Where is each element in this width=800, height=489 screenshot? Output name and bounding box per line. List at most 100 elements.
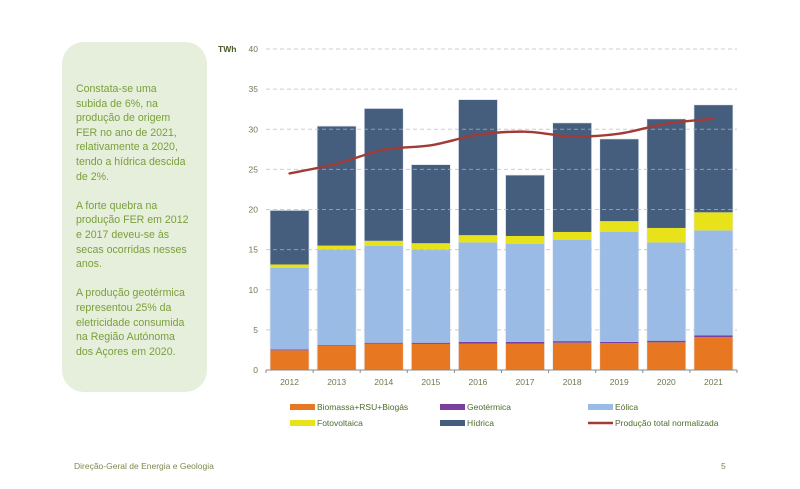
y-tick-label: 5 xyxy=(253,325,258,335)
bar-segment-geot-rmica-2012 xyxy=(270,349,310,351)
bar-segment-biomassa-rsu-biog-s-2016 xyxy=(458,343,498,370)
bar-segment-e-lica-2017 xyxy=(505,244,545,342)
legend-label: Eólica xyxy=(615,402,638,412)
page-number: 5 xyxy=(721,461,726,471)
bar-stack-2019 xyxy=(599,138,640,371)
bar-segment-e-lica-2015 xyxy=(411,250,451,343)
y-tick-label: 30 xyxy=(249,124,259,134)
x-tick-label: 2017 xyxy=(516,377,535,387)
legend-label: Hídrica xyxy=(467,418,494,428)
legend-swatch xyxy=(588,404,613,410)
bar-segment-geot-rmica-2013 xyxy=(317,345,357,346)
bar-segment-fotovoltaica-2021 xyxy=(693,212,733,231)
y-tick-label: 40 xyxy=(249,44,259,54)
bar-segment-e-lica-2019 xyxy=(599,231,639,342)
legend-label: Produção total normalizada xyxy=(615,418,719,428)
bar-segment-h-drica-2016 xyxy=(458,99,498,236)
bar-segment-h-drica-2021 xyxy=(693,104,733,213)
bar-stack-2015 xyxy=(410,164,451,371)
legend-swatch xyxy=(440,420,465,426)
bar-segment-geot-rmica-2014 xyxy=(364,342,404,344)
legend-item-biomassa-rsu-biog-s: Biomassa+RSU+Biogás xyxy=(290,402,408,412)
bars-layer xyxy=(269,99,734,371)
bar-segment-fotovoltaica-2014 xyxy=(364,240,404,247)
bar-segment-biomassa-rsu-biog-s-2015 xyxy=(411,343,451,370)
commentary-line: relativamente a 2020, xyxy=(76,141,178,154)
bar-stack-2020 xyxy=(646,118,687,371)
bar-segment-fotovoltaica-2019 xyxy=(599,221,639,232)
bar-stack-2013 xyxy=(316,125,357,371)
commentary-line: representou 25% da xyxy=(76,301,172,314)
bar-segment-h-drica-2015 xyxy=(411,164,451,244)
bar-segment-fotovoltaica-2018 xyxy=(552,231,592,240)
bar-segment-biomassa-rsu-biog-s-2019 xyxy=(599,343,639,370)
bar-segment-fotovoltaica-2013 xyxy=(317,245,357,250)
x-tick-label: 2018 xyxy=(563,377,582,387)
bar-stack-2018 xyxy=(552,122,593,371)
x-tick-label: 2020 xyxy=(657,377,676,387)
commentary-panel xyxy=(62,42,207,392)
y-tick-label: 25 xyxy=(249,164,259,174)
legend-item-produ-o-total-normalizada: Produção total normalizada xyxy=(588,418,719,428)
commentary-paragraph-3: A produção geotérmica representou 25% da e… xyxy=(76,286,204,359)
y-tick-label: 0 xyxy=(253,365,258,375)
bar-stack-2017 xyxy=(505,174,545,371)
bar-segment-geot-rmica-2016 xyxy=(458,341,498,344)
total-line-layer xyxy=(288,117,715,175)
x-tick-label: 2016 xyxy=(468,377,487,387)
gridlines: 0 5 10 15 20 25 30 35 40 xyxy=(249,44,737,375)
x-tick-label: 2012 xyxy=(280,377,299,387)
bar-segment-e-lica-2021 xyxy=(693,230,733,336)
bar-stack-2021 xyxy=(693,104,734,371)
legend-swatch xyxy=(440,404,465,410)
bar-segment-h-drica-2017 xyxy=(505,174,545,236)
commentary-paragraph-1: Constata-se uma subida de 6%, na produção … xyxy=(76,82,204,184)
y-tick-label: 10 xyxy=(249,285,259,295)
bar-segment-fotovoltaica-2017 xyxy=(505,235,545,245)
commentary-line: eletricidade consumida xyxy=(76,316,185,329)
bar-stack-2014 xyxy=(363,107,404,371)
commentary-line: e 2017 deveu-se às xyxy=(76,228,170,241)
footer-organization: Direção-Geral de Energia e Geologia xyxy=(74,461,214,471)
bar-segment-h-drica-2012 xyxy=(270,210,310,265)
bar-segment-biomassa-rsu-biog-s-2020 xyxy=(646,342,686,370)
commentary-line: subida de 6%, na xyxy=(76,97,158,110)
bar-segment-fotovoltaica-2020 xyxy=(646,227,686,243)
bar-segment-biomassa-rsu-biog-s-2018 xyxy=(552,342,592,370)
bar-segment-h-drica-2019 xyxy=(599,138,639,222)
bar-segment-e-lica-2020 xyxy=(646,242,686,341)
bar-segment-biomassa-rsu-biog-s-2012 xyxy=(270,350,310,370)
x-tick-label: 2013 xyxy=(327,377,346,387)
commentary-line: FER no ano de 2021, xyxy=(76,126,177,139)
bar-segment-h-drica-2013 xyxy=(317,126,357,246)
bar-segment-h-drica-2020 xyxy=(646,118,686,228)
bar-segment-e-lica-2013 xyxy=(317,249,357,346)
commentary-line: Constata-se uma xyxy=(76,83,157,95)
legend-item-geot-rmica: Geotérmica xyxy=(440,402,511,412)
commentary-line: de 2%. xyxy=(76,170,109,183)
bar-segment-biomassa-rsu-biog-s-2021 xyxy=(693,337,733,370)
commentary-line: A produção geotérmica xyxy=(76,287,185,300)
y-tick-label: 20 xyxy=(249,205,259,215)
bar-segment-h-drica-2018 xyxy=(552,122,592,232)
commentary-text: Constata-se uma subida de 6%, na produção … xyxy=(76,82,204,374)
legend-item-fotovoltaica: Fotovoltaica xyxy=(290,418,363,428)
y-axis-unit-label: TWh xyxy=(218,44,236,54)
legend-item-e-lica: Eólica xyxy=(588,402,638,412)
x-tick-label: 2014 xyxy=(374,377,393,387)
x-tick-label: 2021 xyxy=(704,377,723,387)
bar-segment-biomassa-rsu-biog-s-2017 xyxy=(505,343,545,370)
x-tick-label: 2015 xyxy=(421,377,440,387)
legend-item-h-drica: Hídrica xyxy=(440,418,494,428)
bar-segment-geot-rmica-2018 xyxy=(552,341,592,343)
bar-segment-fotovoltaica-2012 xyxy=(270,264,310,268)
commentary-line: produção FER em 2012 xyxy=(76,214,189,227)
legend-swatch xyxy=(290,420,315,426)
y-tick-label: 35 xyxy=(249,84,259,94)
commentary-line: anos. xyxy=(76,258,102,271)
bar-segment-fotovoltaica-2015 xyxy=(411,243,451,251)
bar-segment-geot-rmica-2021 xyxy=(693,335,733,338)
legend-label: Geotérmica xyxy=(467,402,511,412)
commentary-line: A forte quebra na xyxy=(76,199,158,212)
